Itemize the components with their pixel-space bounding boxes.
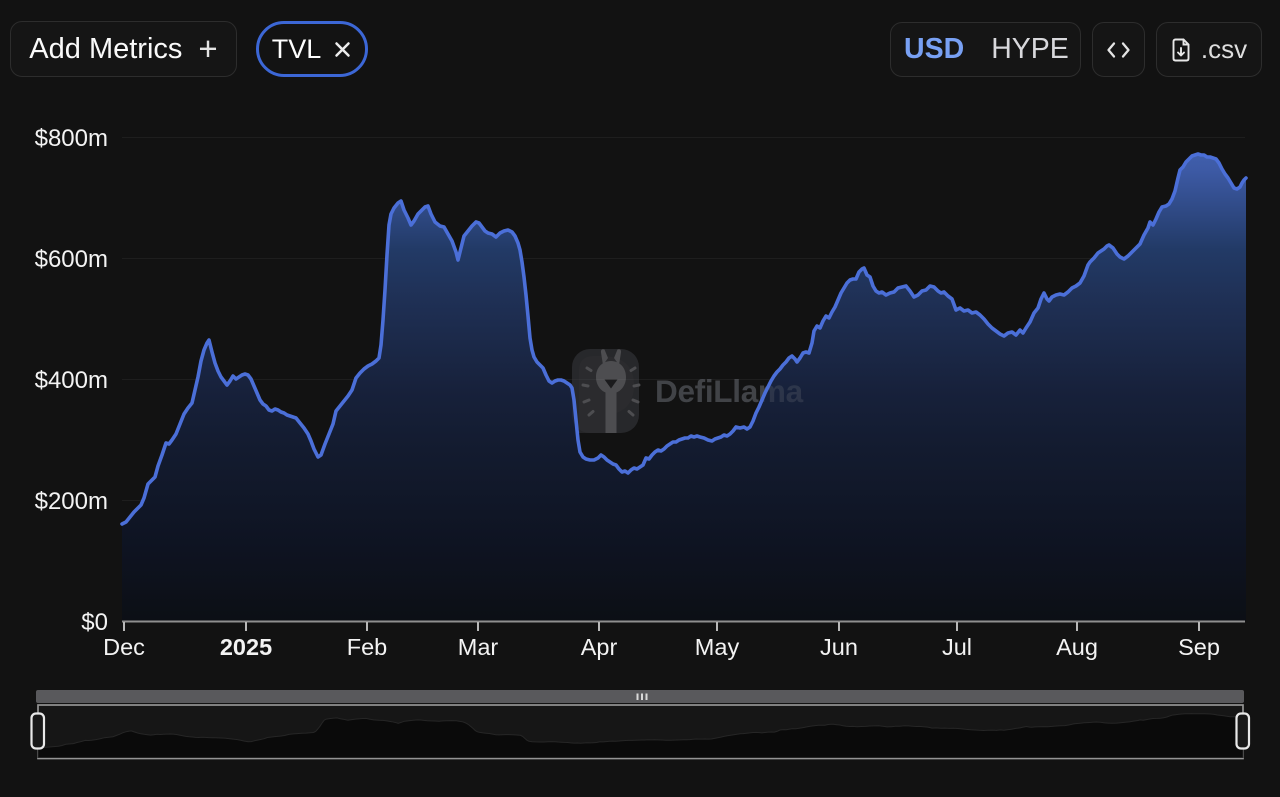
svg-text:Jun: Jun bbox=[820, 634, 858, 660]
svg-text:$0: $0 bbox=[81, 609, 108, 636]
svg-text:Aug: Aug bbox=[1056, 634, 1098, 660]
svg-text:Jul: Jul bbox=[942, 634, 972, 660]
svg-text:2025: 2025 bbox=[220, 634, 272, 660]
svg-text:Mar: Mar bbox=[458, 634, 499, 660]
svg-text:May: May bbox=[695, 634, 740, 660]
svg-text:Feb: Feb bbox=[347, 634, 388, 660]
svg-text:Dec: Dec bbox=[103, 634, 145, 660]
svg-text:Sep: Sep bbox=[1178, 634, 1220, 660]
svg-text:$400m: $400m bbox=[35, 367, 108, 394]
svg-text:$800m: $800m bbox=[35, 125, 108, 152]
svg-text:$200m: $200m bbox=[35, 488, 108, 515]
svg-text:$600m: $600m bbox=[35, 246, 108, 273]
svg-text:Apr: Apr bbox=[581, 634, 618, 660]
